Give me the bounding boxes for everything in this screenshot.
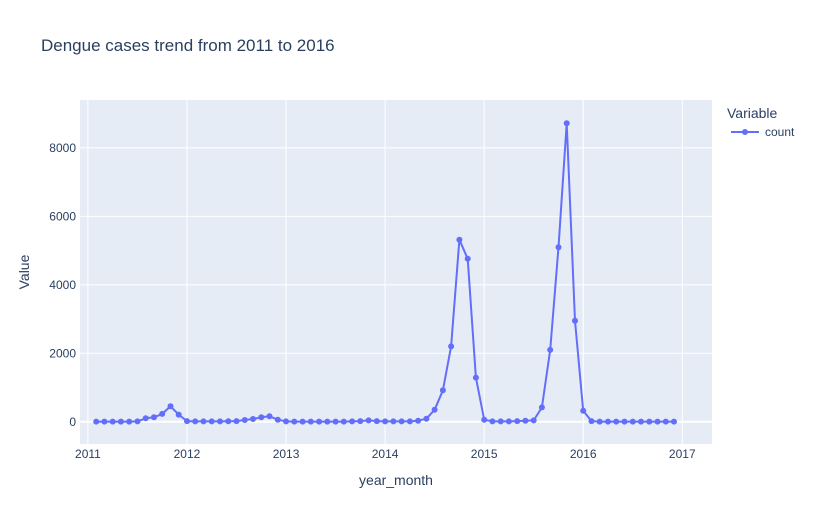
data-point[interactable]: [621, 418, 628, 425]
data-point[interactable]: [332, 418, 339, 425]
data-point[interactable]: [192, 418, 199, 425]
data-point[interactable]: [200, 418, 207, 425]
data-point[interactable]: [481, 416, 488, 423]
data-point[interactable]: [291, 418, 298, 425]
data-point[interactable]: [184, 418, 190, 425]
x-tick-label: 2015: [471, 447, 498, 461]
data-point[interactable]: [324, 418, 331, 425]
data-point[interactable]: [448, 343, 455, 350]
data-point[interactable]: [373, 418, 380, 425]
data-point[interactable]: [439, 387, 446, 394]
data-point[interactable]: [472, 374, 479, 381]
data-point[interactable]: [522, 417, 529, 424]
data-point[interactable]: [299, 418, 306, 425]
data-point[interactable]: [654, 418, 661, 425]
data-point[interactable]: [505, 418, 512, 425]
data-point[interactable]: [662, 418, 669, 425]
data-point[interactable]: [382, 418, 389, 425]
data-point[interactable]: [225, 418, 232, 425]
data-point[interactable]: [415, 417, 422, 424]
data-point[interactable]: [250, 416, 256, 422]
data-point[interactable]: [497, 418, 504, 425]
data-point[interactable]: [456, 236, 463, 243]
plot-area: [80, 100, 712, 444]
x-tick-label: 2014: [372, 447, 399, 461]
data-point[interactable]: [530, 417, 537, 424]
data-point[interactable]: [340, 418, 347, 425]
data-point[interactable]: [613, 418, 620, 425]
data-point[interactable]: [547, 346, 554, 353]
data-point[interactable]: [258, 414, 265, 421]
data-point[interactable]: [208, 418, 215, 425]
x-tick-label: 2017: [669, 447, 696, 461]
data-point[interactable]: [423, 415, 430, 422]
data-point[interactable]: [646, 418, 653, 425]
x-axis-title: year_month: [359, 472, 433, 488]
data-point[interactable]: [365, 417, 372, 424]
data-point[interactable]: [126, 418, 133, 425]
data-point[interactable]: [638, 418, 644, 425]
data-point[interactable]: [596, 418, 603, 425]
y-tick-label: 2000: [49, 346, 76, 360]
y-tick-label: 6000: [49, 209, 76, 223]
data-point[interactable]: [349, 418, 356, 425]
data-point[interactable]: [266, 413, 273, 420]
y-axis-ticks: 0 2000 4000 6000 8000: [49, 141, 76, 429]
y-tick-label: 4000: [49, 278, 76, 292]
data-point[interactable]: [489, 418, 496, 425]
legend-title: Variable: [727, 105, 778, 121]
data-point[interactable]: [316, 418, 323, 425]
data-point[interactable]: [283, 418, 289, 425]
data-point[interactable]: [431, 406, 438, 413]
data-point[interactable]: [274, 416, 281, 423]
data-point[interactable]: [398, 418, 405, 425]
series-layer: [93, 120, 677, 425]
data-point[interactable]: [572, 317, 578, 324]
data-point[interactable]: [101, 418, 108, 425]
data-point[interactable]: [563, 120, 570, 127]
data-point[interactable]: [233, 418, 240, 425]
data-point[interactable]: [588, 418, 595, 425]
data-point[interactable]: [671, 418, 677, 425]
x-tick-label: 2016: [570, 447, 597, 461]
y-axis-title: Value: [16, 254, 32, 289]
legend-label-count: count: [765, 125, 795, 139]
chart-title: Dengue cases trend from 2011 to 2016: [41, 36, 335, 55]
data-point[interactable]: [629, 418, 636, 425]
x-axis-ticks: 2011 2012 2013 2014 2015 2016 2017: [75, 447, 696, 461]
data-point[interactable]: [241, 417, 248, 423]
data-point[interactable]: [93, 418, 100, 425]
data-point[interactable]: [217, 418, 223, 425]
data-point[interactable]: [142, 415, 149, 422]
y-tick-label: 8000: [49, 141, 76, 155]
data-point[interactable]: [357, 418, 364, 425]
data-point[interactable]: [406, 418, 413, 425]
data-point[interactable]: [159, 410, 166, 417]
data-point[interactable]: [175, 411, 182, 418]
legend: Variable count: [727, 105, 795, 139]
legend-marker-swatch: [742, 129, 748, 135]
data-point[interactable]: [555, 244, 562, 251]
x-tick-label: 2011: [75, 447, 101, 461]
data-point[interactable]: [151, 414, 157, 421]
data-point[interactable]: [538, 404, 545, 411]
data-point[interactable]: [605, 418, 611, 425]
data-point[interactable]: [117, 418, 124, 425]
x-tick-label: 2012: [174, 447, 201, 461]
data-point[interactable]: [580, 407, 587, 414]
data-point[interactable]: [390, 418, 397, 425]
y-tick-label: 0: [69, 415, 76, 429]
grid-lines: [80, 100, 712, 444]
data-point[interactable]: [464, 255, 471, 262]
data-point[interactable]: [307, 418, 314, 425]
data-point[interactable]: [514, 418, 521, 425]
data-point[interactable]: [134, 418, 141, 425]
legend-item-count[interactable]: count: [731, 125, 795, 139]
data-point[interactable]: [167, 403, 174, 410]
data-point[interactable]: [109, 418, 116, 425]
x-tick-label: 2013: [273, 447, 300, 461]
